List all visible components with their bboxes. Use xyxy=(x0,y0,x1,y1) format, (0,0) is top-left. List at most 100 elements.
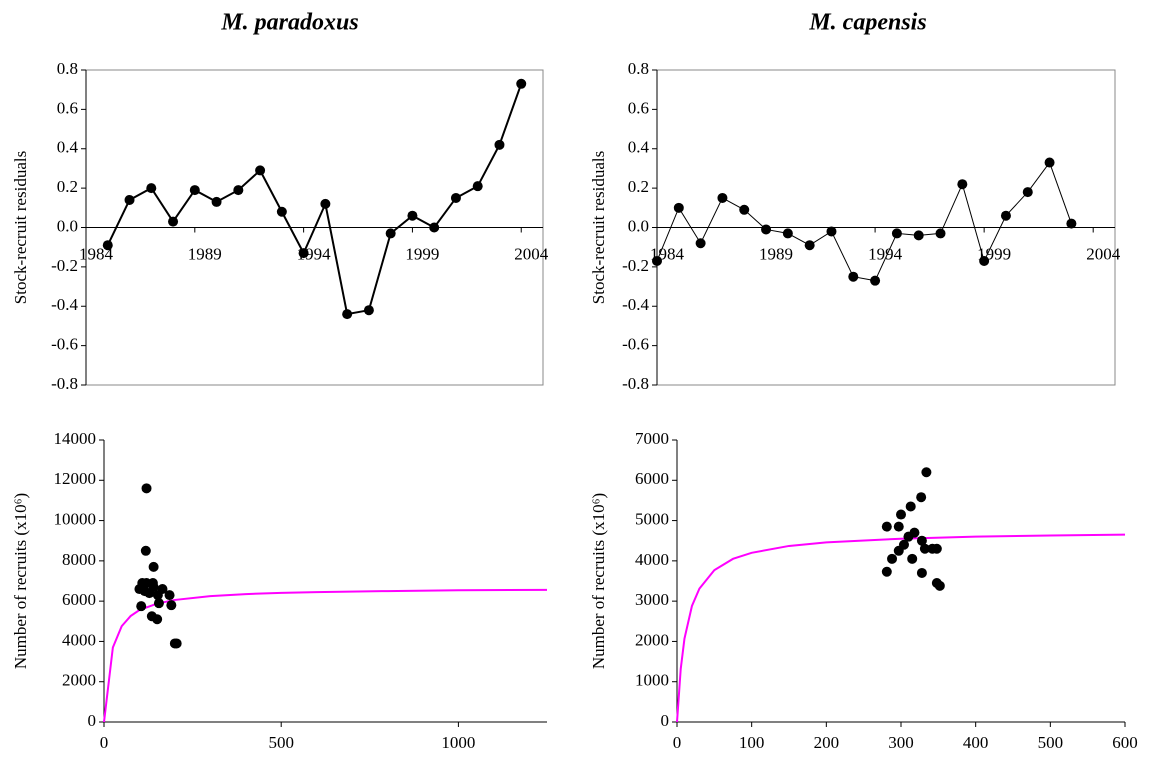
y-tick-label: -0.8 xyxy=(622,374,649,393)
y-tick-label: 4000 xyxy=(62,630,96,649)
y-tick-label: 0.8 xyxy=(628,59,649,78)
y-tick-label: 0.6 xyxy=(628,98,649,117)
marker xyxy=(494,139,505,150)
marker xyxy=(695,238,706,249)
x-tick-label: 1000 xyxy=(441,733,475,752)
y-tick-label: 2000 xyxy=(62,671,96,690)
marker xyxy=(233,185,244,196)
marker xyxy=(739,204,750,215)
marker xyxy=(931,543,942,554)
y-tick-label: 0.0 xyxy=(57,216,78,235)
y-tick-label: -0.8 xyxy=(51,374,78,393)
y-tick-label: 2000 xyxy=(635,630,669,649)
marker xyxy=(1022,187,1033,198)
y-tick-label: 0.2 xyxy=(628,177,649,196)
y-axis-label: Number of recruits (x10⁶) xyxy=(11,493,30,669)
marker xyxy=(157,584,168,595)
y-tick-label: 0.8 xyxy=(57,59,78,78)
y-tick-label: 5000 xyxy=(635,509,669,528)
chart-title: M. capensis xyxy=(808,10,926,36)
chart-title: M. paradoxus xyxy=(220,10,358,36)
marker xyxy=(153,598,164,609)
marker xyxy=(255,165,266,176)
marker xyxy=(782,228,793,239)
y-tick-label: 3000 xyxy=(635,590,669,609)
marker xyxy=(921,467,932,478)
x-tick-label: 0 xyxy=(673,733,682,752)
marker xyxy=(166,600,177,611)
marker xyxy=(164,590,175,601)
marker xyxy=(979,255,990,266)
y-tick-label: 0.2 xyxy=(57,177,78,196)
y-tick-label: -0.4 xyxy=(622,295,649,314)
fitted-curve xyxy=(103,588,548,723)
x-tick-label: 1999 xyxy=(405,244,439,263)
marker xyxy=(891,228,902,239)
marker xyxy=(870,275,881,286)
marker xyxy=(848,271,859,282)
x-tick-label: 2004 xyxy=(514,244,549,263)
marker xyxy=(896,509,906,520)
marker xyxy=(516,78,527,89)
marker xyxy=(407,210,418,221)
marker xyxy=(919,543,930,554)
marker xyxy=(673,202,684,213)
data-line xyxy=(106,83,523,316)
x-tick-label: 1994 xyxy=(868,244,903,263)
marker xyxy=(652,255,662,266)
y-tick-label: -0.6 xyxy=(622,335,649,354)
marker xyxy=(298,248,309,259)
y-tick-label: 0.6 xyxy=(57,98,78,117)
x-tick-label: 500 xyxy=(1038,733,1064,752)
x-tick-label: 400 xyxy=(963,733,989,752)
marker xyxy=(881,566,892,577)
marker xyxy=(916,535,927,546)
y-tick-label: 0 xyxy=(88,711,97,730)
marker xyxy=(1044,157,1055,168)
marker xyxy=(148,582,159,593)
y-tick-label: 6000 xyxy=(635,469,669,488)
marker xyxy=(887,553,898,564)
y-tick-label: 0.4 xyxy=(628,138,650,157)
y-tick-label: -0.6 xyxy=(51,335,78,354)
y-axis-label: Stock-recruit residuals xyxy=(11,151,30,304)
y-tick-label: 0 xyxy=(661,711,670,730)
y-tick-label: 14000 xyxy=(54,429,97,448)
marker xyxy=(276,206,287,217)
y-axis-label: Number of recruits (x10⁶) xyxy=(589,493,608,669)
marker xyxy=(124,194,135,205)
marker xyxy=(907,553,918,564)
marker xyxy=(152,614,163,625)
marker xyxy=(903,531,914,542)
marker xyxy=(320,198,331,209)
marker xyxy=(717,192,728,203)
marker xyxy=(148,561,159,572)
marker xyxy=(935,228,946,239)
marker xyxy=(1066,218,1077,229)
marker xyxy=(916,492,927,503)
marker xyxy=(189,185,200,196)
x-tick-label: 500 xyxy=(268,733,294,752)
y-tick-label: 0.4 xyxy=(57,138,79,157)
marker xyxy=(140,545,151,556)
marker xyxy=(146,183,157,194)
y-tick-label: -0.4 xyxy=(51,295,78,314)
marker xyxy=(881,521,892,532)
marker xyxy=(342,309,353,320)
y-tick-label: 10000 xyxy=(54,509,97,528)
fitted-curve xyxy=(676,533,1126,723)
x-tick-label: 600 xyxy=(1112,733,1138,752)
y-tick-label: -0.2 xyxy=(622,256,649,275)
x-tick-label: 0 xyxy=(100,733,109,752)
x-tick-label: 100 xyxy=(739,733,765,752)
y-tick-label: 4000 xyxy=(635,550,669,569)
marker xyxy=(429,222,440,233)
marker xyxy=(905,501,916,512)
marker xyxy=(957,179,968,190)
marker xyxy=(171,638,182,649)
y-tick-label: 0.0 xyxy=(628,216,649,235)
marker xyxy=(893,521,904,532)
marker xyxy=(804,240,815,251)
